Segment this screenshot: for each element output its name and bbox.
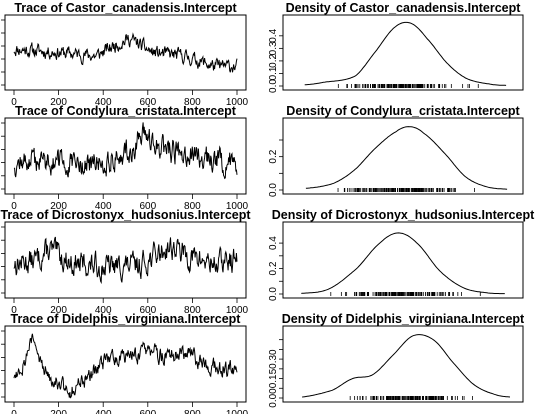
panel-title: Trace of Condylura_cristata.Intercept: [15, 104, 237, 118]
y-tick-label: 0.2: [268, 54, 279, 68]
x-tick-label: 400: [95, 201, 112, 212]
x-tick-label: 600: [139, 409, 156, 414]
panel-title: Density of Didelphis_virginiana.Intercep…: [282, 312, 525, 326]
trace-line: [13, 236, 238, 285]
plot-frame: [282, 14, 524, 91]
x-tick-label: 0: [11, 201, 17, 212]
trace-line: [13, 122, 238, 180]
rug: [337, 188, 475, 192]
panel-title: Trace of Didelphis_virginiana.Intercept: [11, 312, 242, 326]
density-panel-3: Density of Dicrostonyx_hudsonius.Interce…: [268, 208, 535, 301]
y-tick-label: 0.00: [268, 388, 279, 408]
x-tick-label: 400: [95, 305, 112, 316]
density-curve: [304, 21, 507, 86]
y-tick-label: 0.2: [268, 261, 279, 275]
x-tick-label: 600: [139, 201, 156, 212]
plot-frame: [282, 221, 524, 299]
panel-title: Density of Condylura_cristata.Intercept: [286, 104, 520, 118]
y-tick-label: 0.4: [268, 28, 279, 42]
plot-frame: [4, 14, 247, 91]
plot-frame: [4, 117, 247, 195]
y-tick-label: 0.4: [268, 236, 279, 250]
x-tick-label: 600: [139, 97, 156, 108]
x-tick-label: 1000: [226, 409, 249, 414]
rug: [349, 396, 473, 400]
y-tick-label: 0.15: [268, 368, 279, 388]
plot-frame: [4, 221, 247, 299]
x-tick-label: 1000: [226, 97, 249, 108]
trace-line: [13, 333, 238, 399]
x-tick-label: 200: [50, 97, 67, 108]
y-tick-label: 0.0: [268, 79, 279, 93]
density-curve: [302, 334, 511, 398]
y-tick-label: 0.0: [268, 183, 279, 197]
panel-title: Density of Dicrostonyx_hudsonius.Interce…: [272, 208, 535, 222]
x-tick-label: 800: [184, 409, 201, 414]
rug: [330, 292, 481, 296]
trace-panel-4: Trace of Didelphis_virginiana.Intercept 0…: [1, 312, 249, 414]
rug: [337, 84, 479, 88]
x-tick-label: 600: [139, 305, 156, 316]
x-tick-label: 0: [11, 97, 17, 108]
plot-frame: [4, 325, 247, 403]
density-curve: [301, 232, 505, 295]
y-tick-label: 0.2: [268, 149, 279, 163]
density-panel-2: Density of Condylura_cristata.Intercept 0…: [268, 104, 524, 197]
x-tick-label: 200: [50, 305, 67, 316]
density-panel-4: Density of Didelphis_virginiana.Intercep…: [268, 312, 525, 408]
panel-title: Trace of Castor_canadensis.Intercept: [14, 1, 237, 15]
density-curve: [305, 126, 508, 190]
density-panel-1: Density of Castor_canadensis.Intercept 0.…: [268, 1, 524, 93]
trace-panel-1: Trace of Castor_canadensis.Intercept 0 200…: [1, 1, 249, 108]
x-tick-label: 1000: [226, 201, 249, 212]
plot-frame: [282, 325, 524, 403]
x-tick-label: 200: [50, 409, 67, 414]
x-tick-label: 0: [11, 409, 17, 414]
x-tick-label: 400: [95, 409, 112, 414]
x-tick-label: 800: [184, 305, 201, 316]
x-tick-label: 0: [11, 305, 17, 316]
x-tick-label: 800: [184, 97, 201, 108]
plot-frame: [282, 117, 524, 195]
panel-title: Trace of Dicrostonyx_hudsonius.Intercept: [0, 208, 251, 222]
y-tick-label: 0.30: [268, 349, 279, 369]
panel-title: Density of Castor_canadensis.Intercept: [286, 1, 522, 15]
x-tick-label: 800: [184, 201, 201, 212]
y-tick-label: 0.3: [268, 41, 279, 55]
trace-panel-3: Trace of Dicrostonyx_hudsonius.Intercept…: [0, 208, 251, 316]
x-tick-label: 200: [50, 201, 67, 212]
y-tick-label: 0.0: [268, 287, 279, 301]
trace-panel-2: Trace of Condylura_cristata.Intercept 0 20…: [1, 104, 249, 212]
x-tick-label: 1000: [226, 305, 249, 316]
trace-line: [13, 32, 238, 73]
x-tick-label: 400: [95, 97, 112, 108]
y-tick-label: 0.1: [268, 66, 279, 80]
